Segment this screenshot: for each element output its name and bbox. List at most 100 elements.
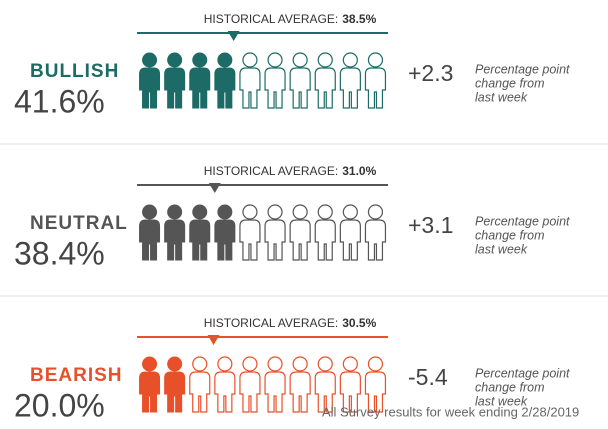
figure-head <box>317 52 333 68</box>
change-note: Percentage point <box>475 366 570 380</box>
figure-body <box>214 67 236 109</box>
figure-body <box>339 371 361 413</box>
figure-body <box>364 371 387 413</box>
figure-body <box>164 219 186 261</box>
figure-empty <box>239 52 261 109</box>
figure-body <box>364 219 387 261</box>
figure-body <box>214 219 236 261</box>
figure-head <box>142 204 158 220</box>
figure-body <box>239 371 261 413</box>
figure-filled <box>189 204 211 261</box>
figure-head <box>242 204 258 220</box>
figure-head <box>167 356 183 372</box>
historical-average-label: HISTORICAL AVERAGE: 31.0% <box>204 164 377 178</box>
change-note: Percentage point <box>475 62 570 76</box>
figure-body <box>139 371 161 413</box>
figure-empty <box>339 52 361 109</box>
historical-value: 30.5% <box>342 316 376 330</box>
figure-body <box>214 371 236 413</box>
historical-average-label: HISTORICAL AVERAGE: 30.5% <box>204 316 377 330</box>
change-note: change from <box>475 380 544 394</box>
figure-body <box>289 219 311 261</box>
figure-empty <box>189 356 211 413</box>
sentiment-value: 41.6% <box>14 83 105 119</box>
historical-average-label: HISTORICAL AVERAGE: 38.5% <box>204 12 377 26</box>
figure-body <box>264 219 286 261</box>
change-value: +3.1 <box>408 212 453 238</box>
figure-body <box>164 371 186 413</box>
figure-filled <box>214 204 236 261</box>
figure-empty <box>314 204 336 261</box>
sentiment-name: BULLISH <box>30 61 119 82</box>
figure-head <box>367 356 384 372</box>
figure-head <box>267 52 283 68</box>
figure-body <box>239 67 261 109</box>
figure-body <box>339 219 361 261</box>
change-note: last week <box>475 90 528 104</box>
figure-empty <box>364 204 387 261</box>
figure-empty <box>264 52 286 109</box>
filled-figures <box>139 356 186 413</box>
figure-filled <box>164 52 186 109</box>
figure-head <box>217 356 233 372</box>
figure-filled <box>139 52 161 109</box>
change-note: change from <box>475 228 544 242</box>
empty-figures <box>189 356 387 413</box>
figure-head <box>342 204 358 220</box>
figure-body <box>139 67 161 109</box>
filled-figures <box>139 204 236 261</box>
historical-label: HISTORICAL AVERAGE: <box>204 12 338 26</box>
figure-body <box>264 371 286 413</box>
change-value: +2.3 <box>408 60 453 86</box>
figure-empty <box>339 204 361 261</box>
figure-body <box>239 219 261 261</box>
figure-filled <box>214 52 236 109</box>
figure-head <box>367 52 384 68</box>
figure-body <box>264 67 286 109</box>
figure-head <box>292 356 308 372</box>
figure-body <box>364 67 387 109</box>
change-note: last week <box>475 242 528 256</box>
figure-head <box>192 356 208 372</box>
figure-empty <box>289 52 311 109</box>
figure-empty <box>364 52 387 109</box>
sentiment-value: 38.4% <box>14 235 105 271</box>
figure-body <box>189 371 211 413</box>
figure-head <box>342 356 358 372</box>
figure-empty <box>339 356 361 413</box>
figure-head <box>292 204 308 220</box>
figure-empty <box>239 204 261 261</box>
empty-figures <box>239 204 387 261</box>
historical-value: 38.5% <box>342 12 376 26</box>
historical-label: HISTORICAL AVERAGE: <box>204 164 338 178</box>
figure-body <box>189 219 211 261</box>
figure-head <box>167 52 183 68</box>
figure-head <box>192 204 208 220</box>
figure-head <box>267 356 283 372</box>
sentiment-name: BEARISH <box>30 365 123 386</box>
figure-head <box>192 52 208 68</box>
figure-head <box>142 52 158 68</box>
figure-head <box>267 204 283 220</box>
figure-head <box>217 204 233 220</box>
figure-head <box>292 52 308 68</box>
figure-head <box>217 52 233 68</box>
figure-body <box>339 67 361 109</box>
figure-body <box>314 219 336 261</box>
figure-head <box>242 52 258 68</box>
change-value: -5.4 <box>408 364 448 390</box>
figure-body <box>289 371 311 413</box>
figure-empty <box>289 204 311 261</box>
figure-body <box>139 219 161 261</box>
historical-value: 31.0% <box>342 164 376 178</box>
figure-empty <box>264 204 286 261</box>
figure-body <box>289 67 311 109</box>
figure-body <box>314 67 336 109</box>
figure-head <box>242 356 258 372</box>
figure-filled <box>189 52 211 109</box>
figure-head <box>317 356 333 372</box>
figure-filled <box>139 356 161 413</box>
figure-head <box>342 52 358 68</box>
figure-empty <box>214 356 236 413</box>
